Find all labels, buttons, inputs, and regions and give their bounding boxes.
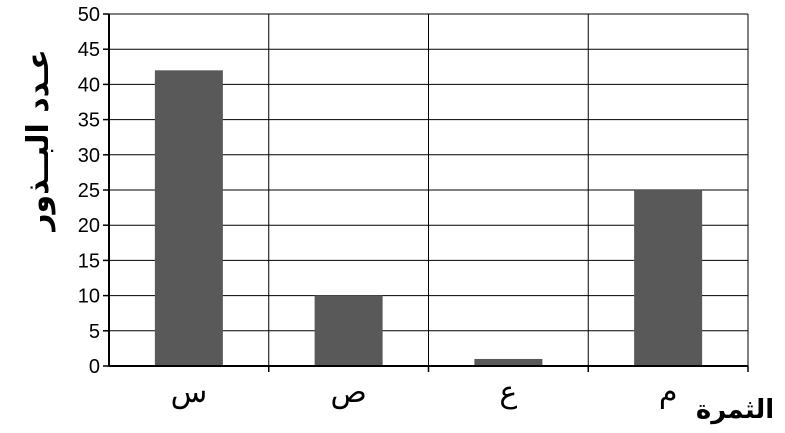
bar-2 [314,295,383,366]
y-tick-label-5: 25 [78,180,100,202]
y-axis-title: عـدد البــذور [21,49,56,232]
axes [103,13,749,372]
category-label-2: ص [330,375,366,410]
y-tick-labels: 0 5 10 15 20 25 30 35 40 45 50 [78,4,100,378]
bar-4 [634,190,703,366]
bars [154,70,703,366]
y-tick-label-1: 5 [89,321,100,343]
y-tick-label-8: 40 [78,74,100,96]
y-tick-label-2: 10 [78,286,100,308]
bar-1 [154,70,223,366]
category-label-1: س [171,375,208,410]
category-label-3: ع [499,375,517,410]
bar-3 [474,358,543,366]
y-tick-label-3: 15 [78,250,100,272]
x-axis-title: الثمرة [696,395,774,425]
y-tick-label-9: 45 [78,39,100,61]
y-tick-label-4: 20 [78,215,100,237]
y-tick-label-6: 30 [78,145,100,167]
y-tick-label-7: 35 [78,110,100,132]
y-tick-label-0: 0 [89,356,100,378]
category-label-4: م [659,375,678,410]
y-tick-label-10: 50 [78,4,100,26]
